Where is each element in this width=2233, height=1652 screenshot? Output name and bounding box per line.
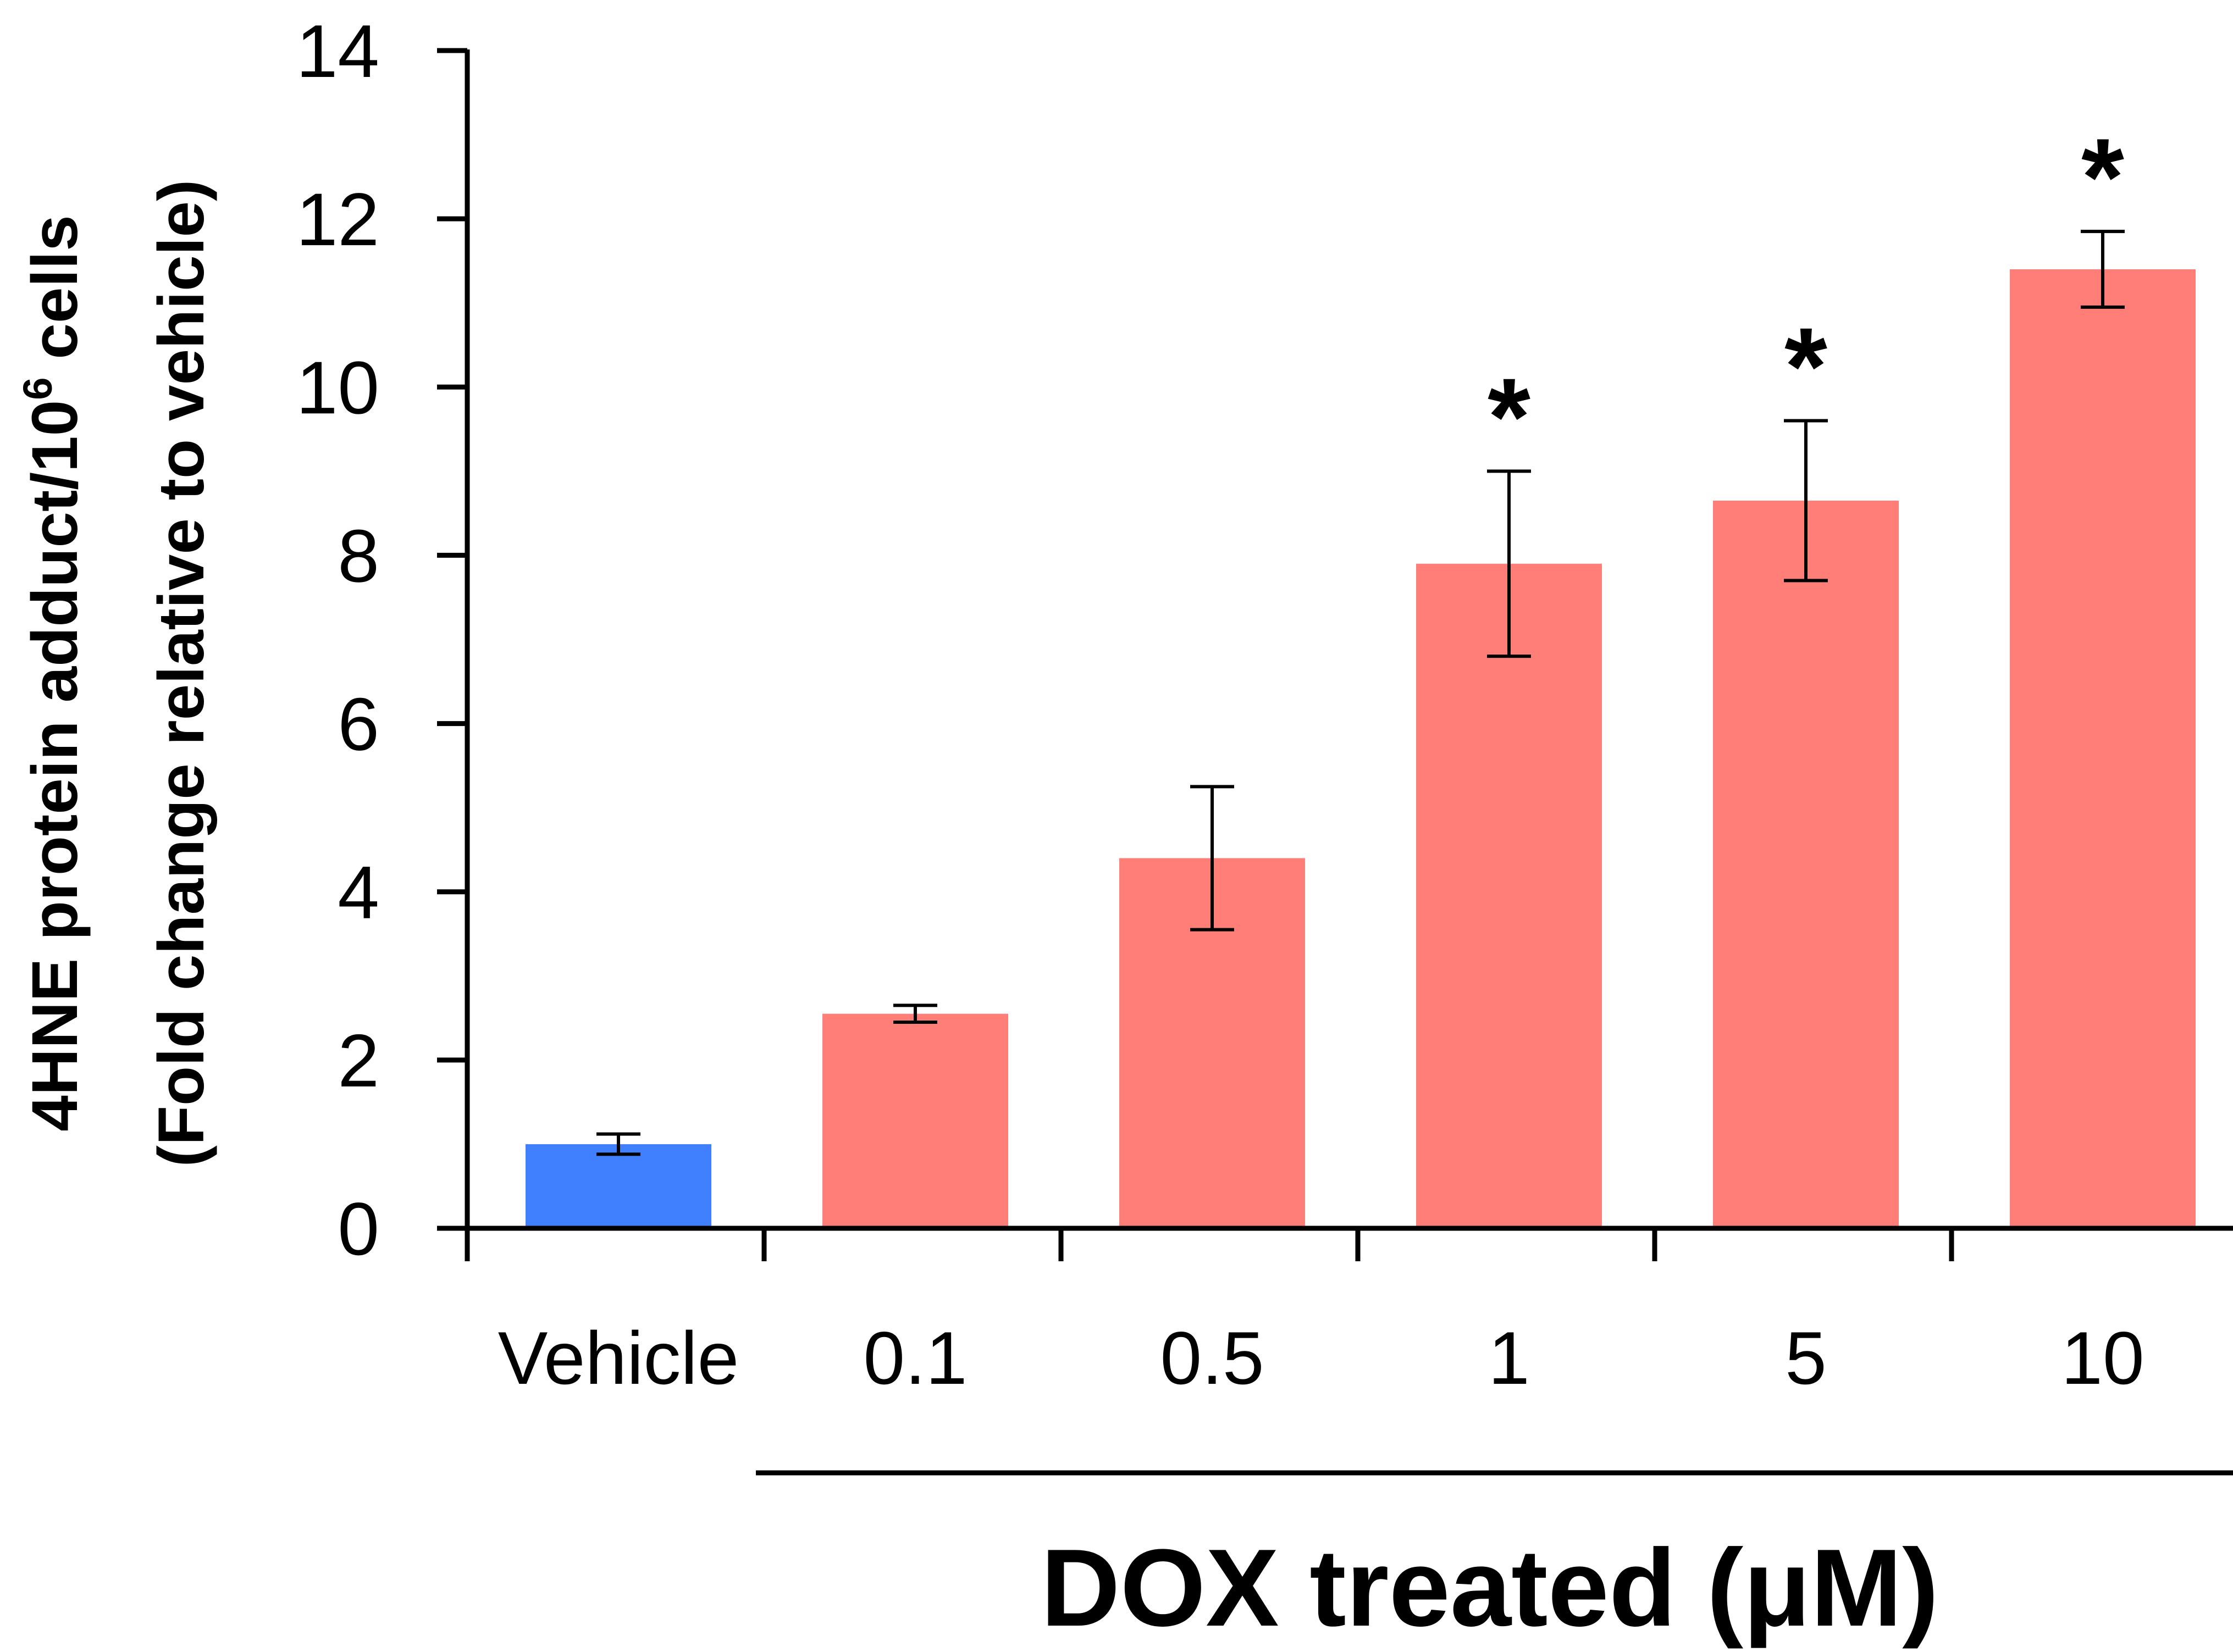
y-axis-ticks: 0 2 4 6 8 10 12 14 [296, 9, 467, 1271]
y-tick-label: 10 [296, 346, 379, 429]
y-axis-label-main: 4HNE protein adduct/10 [19, 400, 91, 1132]
bars [526, 269, 2196, 1226]
category-label: 0.5 [1160, 1316, 1264, 1400]
y-axis-label-suffix: cells [19, 215, 91, 377]
y-tick-label: 0 [338, 1187, 379, 1271]
category-label: Vehicle [498, 1316, 739, 1400]
category-label: 10 [2061, 1316, 2144, 1400]
y-tick-label: 14 [296, 9, 379, 93]
x-axis-ticks [465, 1228, 1954, 1261]
group-label: DOX treated (μM) [1041, 1527, 1939, 1649]
bar [526, 1144, 711, 1226]
bar [1416, 563, 1602, 1226]
bar [822, 1013, 1008, 1226]
y-tick-label: 6 [338, 683, 379, 766]
significance-star: * [1488, 356, 1530, 478]
error-bars [596, 230, 2125, 1156]
y-tick-label: 2 [338, 1019, 379, 1102]
significance-star: * [1784, 306, 1827, 428]
y-axis-label-line-2: (Fold change relative to vehicle) [145, 180, 218, 1167]
y-tick-label: 8 [338, 514, 379, 597]
y-tick-label: 4 [338, 851, 379, 934]
category-label: 5 [1785, 1316, 1827, 1400]
category-label: 1 [1488, 1316, 1530, 1400]
category-labels: Vehicle 0.1 0.5 1 5 10 [498, 1316, 2144, 1400]
bar [2010, 269, 2196, 1226]
y-axis-label-line-1: 4HNE protein adduct/106 cells [15, 215, 91, 1131]
y-axis-label-superscript: 6 [15, 378, 60, 400]
significance-star: * [2081, 116, 2124, 239]
significance-markers: * * * [1488, 116, 2124, 478]
bar [1713, 500, 1899, 1226]
y-tick-label: 12 [296, 178, 379, 261]
category-label: 0.1 [863, 1316, 967, 1400]
